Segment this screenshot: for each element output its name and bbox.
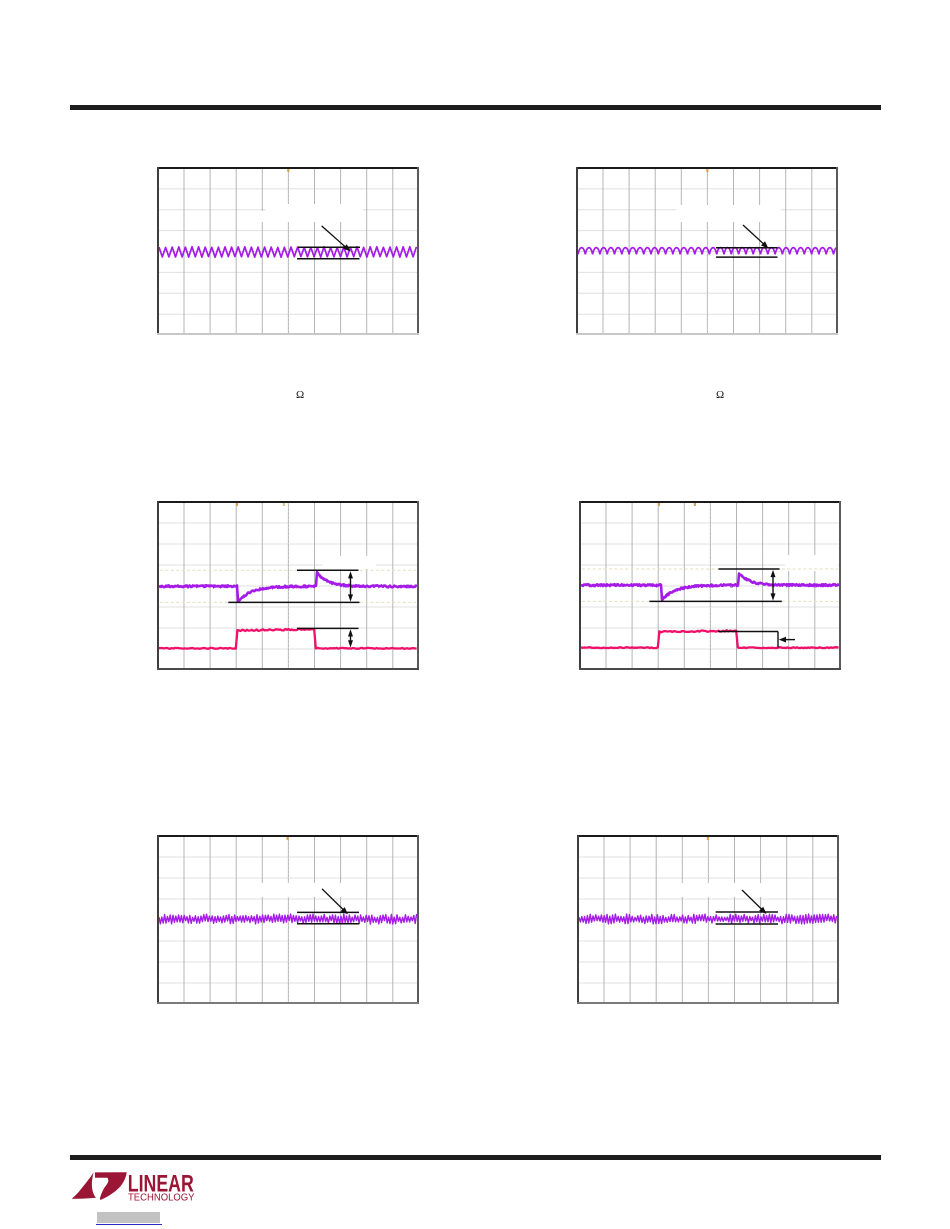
svg-text:LINEAR: LINEAR <box>128 1172 194 1197</box>
svg-text:TECHNOLOGY: TECHNOLOGY <box>128 1192 195 1204</box>
